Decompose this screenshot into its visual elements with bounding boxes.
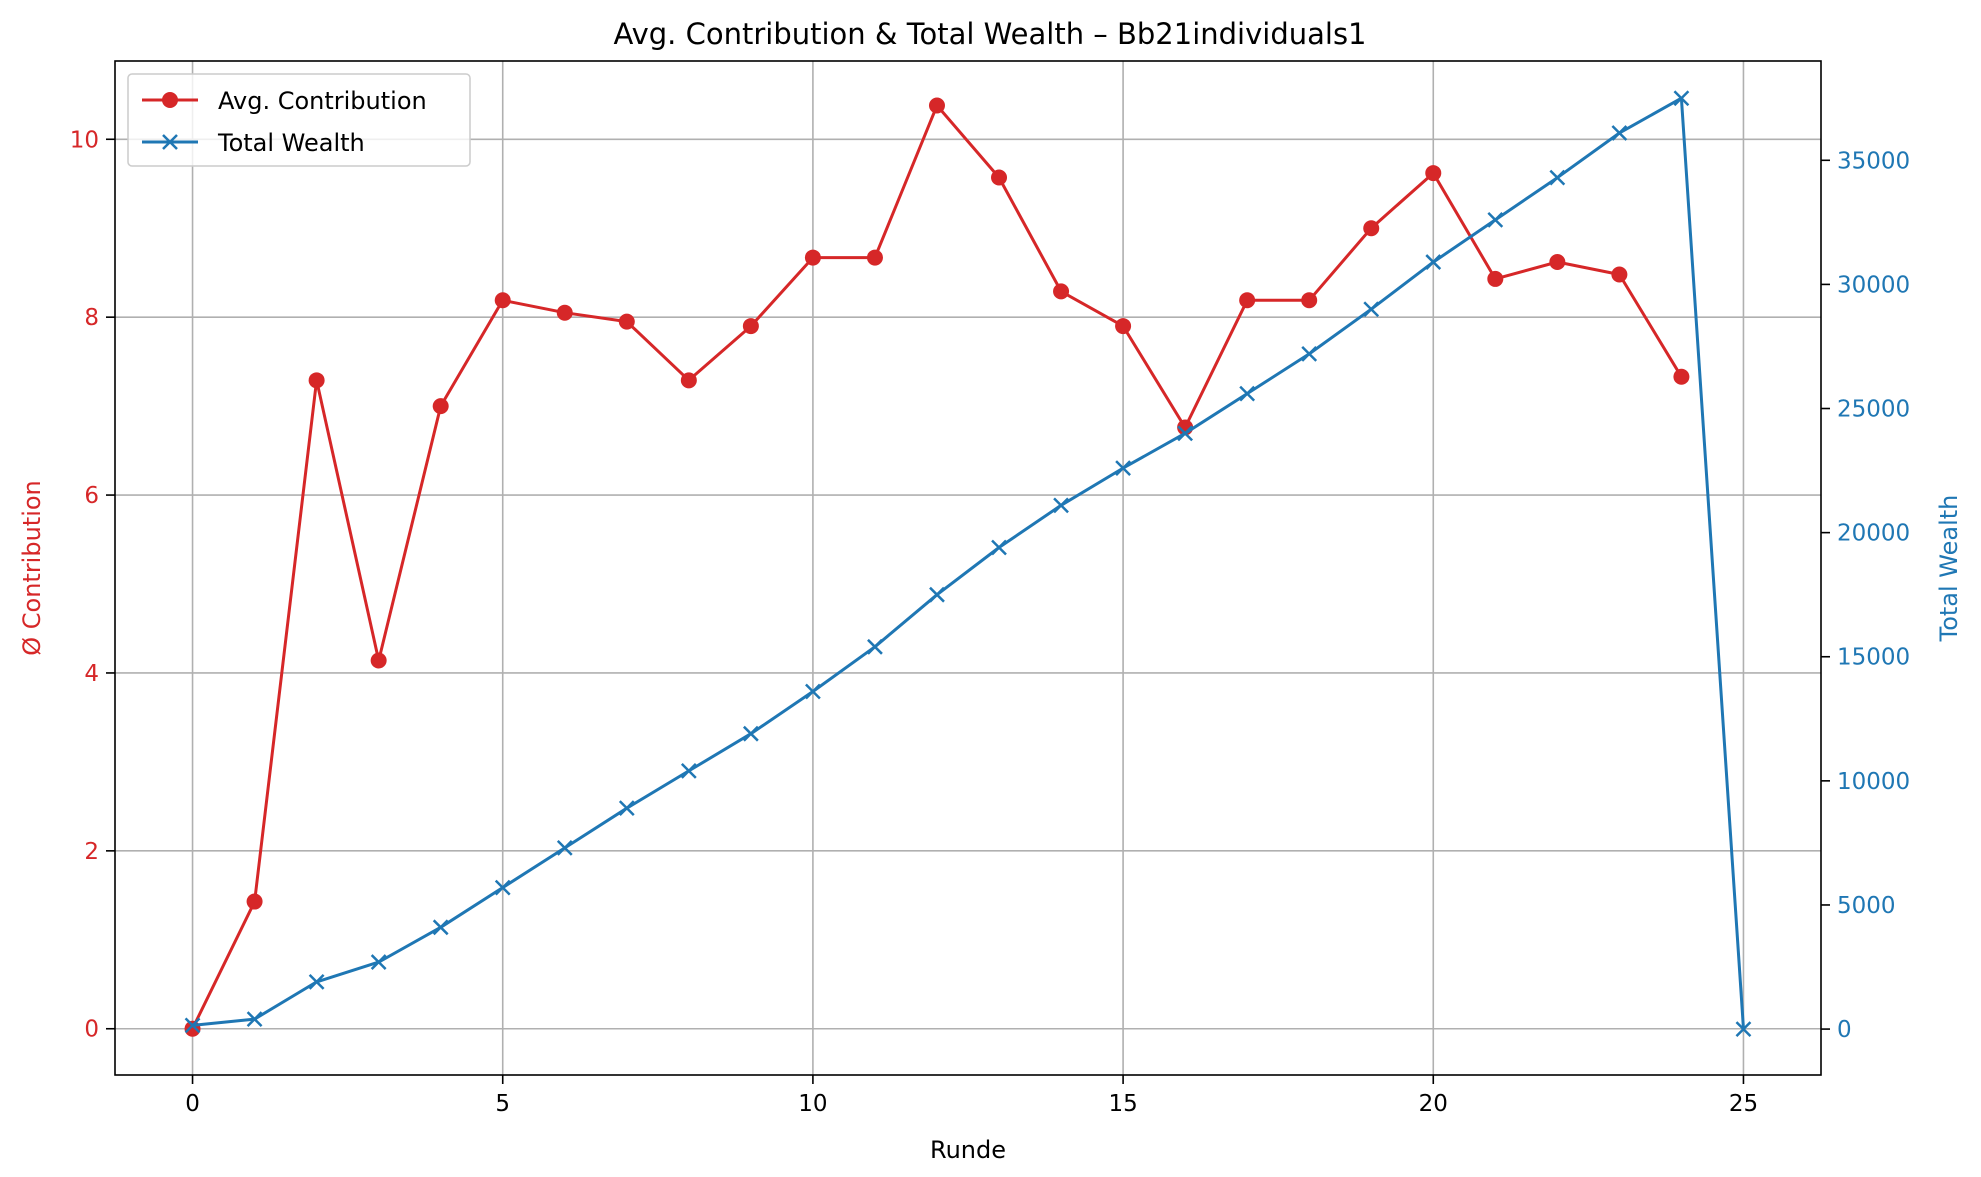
x-axis-label: Runde xyxy=(930,1136,1006,1164)
y-right-tick-label: 20000 xyxy=(1837,521,1910,547)
data-point-avg-contribution xyxy=(308,372,325,389)
data-point-avg-contribution xyxy=(1363,220,1380,237)
data-point-total-wealth xyxy=(1239,385,1256,402)
data-point-total-wealth xyxy=(246,1011,263,1028)
chart-title: Avg. Contribution & Total Wealth – Bb21i… xyxy=(613,17,1366,51)
legend-label-wealth: Total Wealth xyxy=(217,129,365,157)
legend-box xyxy=(127,73,471,167)
data-point-avg-contribution xyxy=(804,249,821,266)
data-point-total-wealth xyxy=(494,879,511,896)
y-left-tick-label: 0 xyxy=(84,1017,99,1043)
y-left-tick-label: 6 xyxy=(84,483,99,509)
y-right-tick-label: 0 xyxy=(1837,1017,1852,1043)
y-left-tick-label: 10 xyxy=(70,127,99,153)
data-point-total-wealth xyxy=(1549,169,1566,186)
data-point-avg-contribution xyxy=(928,97,945,114)
series-line-total-wealth xyxy=(192,96,1745,1030)
data-point-avg-contribution xyxy=(680,372,697,389)
x-tick-label: 25 xyxy=(1729,1091,1758,1117)
x-tick-label: 10 xyxy=(798,1091,827,1117)
data-point-total-wealth xyxy=(991,539,1007,556)
y-right-tick-label: 5000 xyxy=(1837,893,1896,919)
data-point-total-wealth xyxy=(929,586,945,603)
data-point-total-wealth xyxy=(680,763,697,779)
legend-marker-contribution xyxy=(162,92,178,108)
x-tick-label: 0 xyxy=(185,1091,200,1117)
data-point-avg-contribution xyxy=(1239,292,1256,309)
data-point-avg-contribution xyxy=(1487,270,1504,287)
series-layer xyxy=(184,90,1752,1037)
x-tick-label: 20 xyxy=(1419,1091,1448,1117)
data-point-avg-contribution xyxy=(1549,254,1566,271)
data-point-total-wealth xyxy=(618,800,635,817)
data-point-avg-contribution xyxy=(1673,368,1690,385)
data-point-avg-contribution xyxy=(1425,165,1442,182)
y-left-tick-label: 8 xyxy=(84,305,99,331)
data-point-avg-contribution xyxy=(184,1020,201,1037)
y-right-tick-label: 15000 xyxy=(1837,645,1910,671)
data-point-total-wealth xyxy=(370,954,387,970)
x-tick-label: 5 xyxy=(495,1091,510,1117)
y-left-tick-label: 4 xyxy=(84,661,99,687)
data-point-avg-contribution xyxy=(618,313,635,330)
data-point-total-wealth xyxy=(1611,125,1628,141)
y-right-tick-label: 35000 xyxy=(1837,148,1910,174)
data-point-avg-contribution xyxy=(246,893,263,910)
data-point-avg-contribution xyxy=(1115,318,1132,335)
data-point-total-wealth xyxy=(1301,346,1318,362)
data-point-total-wealth xyxy=(184,1017,201,1034)
data-point-avg-contribution xyxy=(1301,292,1318,309)
data-point-total-wealth xyxy=(742,725,759,742)
data-point-avg-contribution xyxy=(866,249,883,266)
data-point-total-wealth xyxy=(1425,254,1442,270)
axes-layer: 0 5 10 15 20 25 0 2 4 6 8 10 0 5000 10000 15000 20000 250… xyxy=(70,127,1910,1117)
legend: Avg. Contribution Total Wealth xyxy=(127,73,471,167)
data-point-total-wealth xyxy=(867,638,883,655)
y-right-axis-label: Total Wealth xyxy=(1935,495,1963,643)
y-right-tick-label: 30000 xyxy=(1837,272,1910,298)
y-right-tick-label: 25000 xyxy=(1837,397,1910,423)
data-point-avg-contribution xyxy=(742,318,759,335)
data-point-total-wealth xyxy=(1115,460,1131,476)
x-tick-label: 15 xyxy=(1108,1091,1137,1117)
data-point-total-wealth xyxy=(1363,301,1380,318)
data-point-total-wealth xyxy=(1487,211,1504,228)
y-right-tick-label: 10000 xyxy=(1837,769,1910,795)
plot-frame xyxy=(114,60,1822,1076)
data-point-avg-contribution xyxy=(1611,266,1628,283)
y-left-axis-label: Ø Contribution xyxy=(18,480,46,656)
data-point-total-wealth xyxy=(1053,497,1069,514)
data-point-total-wealth xyxy=(1673,90,1690,107)
data-point-avg-contribution xyxy=(370,652,387,669)
data-point-avg-contribution xyxy=(556,304,573,321)
data-point-avg-contribution xyxy=(432,398,449,415)
data-point-total-wealth xyxy=(805,683,821,700)
data-point-avg-contribution xyxy=(991,169,1008,186)
data-point-total-wealth xyxy=(1735,1021,1752,1037)
y-left-tick-label: 2 xyxy=(84,839,99,865)
data-point-total-wealth xyxy=(432,919,449,936)
data-point-total-wealth xyxy=(1177,425,1194,442)
legend-marker-wealth xyxy=(162,134,178,150)
data-point-avg-contribution xyxy=(1053,283,1070,300)
data-point-avg-contribution xyxy=(494,292,511,309)
data-point-total-wealth xyxy=(308,974,325,990)
legend-label-contribution: Avg. Contribution xyxy=(218,87,427,115)
data-point-total-wealth xyxy=(556,839,573,856)
